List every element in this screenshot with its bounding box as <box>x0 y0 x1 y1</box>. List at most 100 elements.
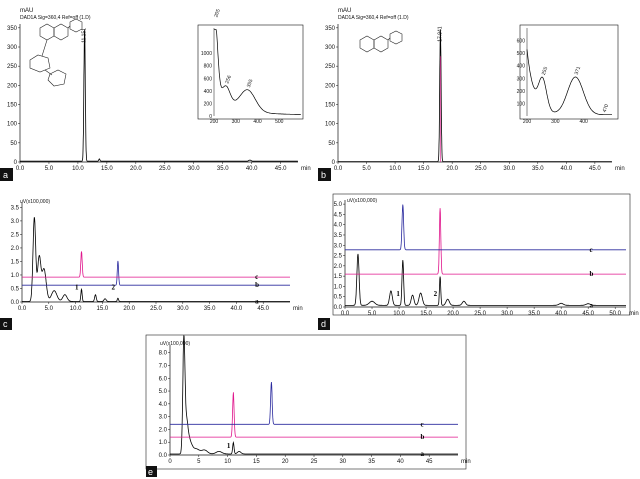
x-tick-label-a-7: 35.0 <box>217 166 229 172</box>
x-tick-label-e-2: 10 <box>224 459 231 465</box>
y-tick-label-e-0: 0.0 <box>159 453 168 459</box>
x-tick-label-c-7: 35.0 <box>204 306 216 312</box>
series-label-c-b: b <box>255 281 259 289</box>
panel-b: mAU DAD1A Sig=360,4 Ref=off (1.D) 0.0 5.0… <box>318 8 625 181</box>
unit-label-b: mAU <box>338 8 351 14</box>
x-tick-label-a-5: 25.0 <box>159 166 171 172</box>
trace-c-a <box>22 217 290 302</box>
inset-y-tick-label-a-1: 200 <box>204 101 213 107</box>
y-tick-label-e-7: 7.0 <box>159 363 168 369</box>
inset-x-tick-label-a-1: 300 <box>232 119 241 125</box>
y-tick-label-d-9: 4.5 <box>334 212 343 218</box>
series-label-e-c: c <box>421 420 424 428</box>
x-tick-label-d-8: 40.0 <box>555 311 567 317</box>
chemical-structure-a <box>29 18 83 87</box>
inset-x-tick-label-a-3: 500 <box>275 119 284 125</box>
x-tick-label-d-3: 15.0 <box>420 311 432 317</box>
y-tick-label-c-5: 2.5 <box>11 232 20 238</box>
y-tick-label-c-0: 0.0 <box>11 300 20 306</box>
y-tick-label-d-6: 3.0 <box>334 243 343 249</box>
y-tick-label-d-2: 1.0 <box>334 284 343 290</box>
inset-y-tick-label-b-5: 600 <box>517 39 526 45</box>
x-tick-label-a-3: 15.0 <box>101 166 113 172</box>
inset-x-tick-label-b-2: 400 <box>579 119 588 125</box>
x-tick-label-e-5: 25 <box>311 459 318 465</box>
x-tick-label-d-0: 0.0 <box>341 311 350 317</box>
panel-frame-d <box>332 193 631 316</box>
y-tick-label-a-7: 350 <box>7 26 18 32</box>
chromatogram-c: 0.0 5.0 10.0 15.0 20.0 25.0 30.0 35.0 40.0 45.0 mi… <box>11 202 303 312</box>
y-tick-label-c-4: 2.0 <box>11 246 20 252</box>
x-tick-label-d-2: 10.0 <box>393 311 405 317</box>
x-tick-label-a-6: 30.0 <box>188 166 200 172</box>
x-tick-label-b-1: 5.0 <box>362 166 371 172</box>
inset-spectrum-b <box>526 49 612 116</box>
y-tick-label-e-4: 4.0 <box>159 402 168 408</box>
trace-e-a <box>170 335 458 455</box>
x-tick-label-c-8: 40.0 <box>231 306 243 312</box>
x-tick-label-e-8: 40 <box>397 459 404 465</box>
unit-label-d: uV(x100,000) <box>347 198 377 204</box>
peak-number-d-1: 2 <box>434 290 438 298</box>
y-tick-label-a-2: 100 <box>7 122 18 128</box>
series-label-c-a: a <box>255 297 259 305</box>
x-tick-label-b-2: 10.0 <box>389 166 401 172</box>
panel-label-e: e <box>148 467 153 477</box>
y-tick-label-a-6: 300 <box>7 45 18 51</box>
channel-label-b: DAD1A Sig=360,4 Ref=off (1.D) <box>338 15 409 21</box>
trace-c-b <box>22 260 290 286</box>
x-tick-label-a-2: 10.0 <box>72 166 84 172</box>
trace-d-c <box>345 204 626 251</box>
y-tick-label-a-3: 150 <box>7 103 18 109</box>
inset-y-tick-label-a-3: 600 <box>204 76 213 82</box>
panel-c: uV(x100,000) 0.0 5.0 10.0 15.0 20.0 25.0 30.0 3… <box>0 199 303 330</box>
y-tick-label-a-0: 0 <box>14 160 18 166</box>
inset-y-tick-label-b-4: 500 <box>517 51 526 57</box>
x-tick-label-a-0: 0.0 <box>16 166 25 172</box>
trace-c-c <box>22 251 290 278</box>
y-tick-label-b-5: 250 <box>325 64 336 70</box>
x-tick-label-b-4: 20.0 <box>446 166 458 172</box>
inset-y-tick-label-a-4: 800 <box>204 64 213 70</box>
x-tick-label-b-8: 40.0 <box>560 166 572 172</box>
uv-spectrum-inset-b: 200 300 400 100 200 300 400 500 600 255 371 470 <box>517 28 612 125</box>
series-label-d-b: b <box>589 270 593 278</box>
x-axis-label-a: min <box>301 166 311 172</box>
x-tick-label-c-5: 25.0 <box>150 306 162 312</box>
x-tick-label-e-1: 5 <box>197 459 201 465</box>
series-label-e-b: b <box>421 433 425 441</box>
inset-y-tick-label-b-1: 200 <box>517 89 526 95</box>
peak-number-e-0: 1 <box>227 442 231 450</box>
inset-y-tick-label-b-2: 300 <box>517 76 526 82</box>
channel-label-a: DAD1A Sig=360,4 Ref=off (1.D) <box>20 15 91 21</box>
x-tick-label-b-3: 15.0 <box>418 166 430 172</box>
y-tick-label-e-2: 2.0 <box>159 427 168 433</box>
inset-y-tick-label-a-5: 1000 <box>201 51 212 57</box>
inset-y-tick-label-a-0: 0 <box>209 114 212 120</box>
y-tick-label-b-0: 0 <box>332 160 336 166</box>
series-label-d-c: c <box>589 246 592 254</box>
panel-frame-e <box>145 334 467 470</box>
x-tick-label-d-6: 30.0 <box>501 311 513 317</box>
x-tick-label-b-9: 45.0 <box>589 166 601 172</box>
x-tick-label-a-9: 45.0 <box>275 166 287 172</box>
chromatogram-a: 0.0 5.0 10.0 15.0 20.0 25.0 30.0 35.0 40.0 45.0 mi… <box>7 24 311 172</box>
chromatogram-b: 0.0 5.0 10.0 15.0 20.0 25.0 30.0 35.0 40.0 45.0 mi… <box>325 24 625 172</box>
panel-badge-e <box>146 466 157 477</box>
trace-e-c <box>170 382 458 425</box>
x-tick-label-c-2: 10.0 <box>70 306 82 312</box>
x-tick-label-a-1: 5.0 <box>45 166 54 172</box>
inset-y-tick-label-b-0: 100 <box>517 101 526 107</box>
y-tick-label-c-2: 1.0 <box>11 273 20 279</box>
panel-label-a: a <box>3 170 8 180</box>
chromatogram-d: 0.0 5.0 10.0 15.0 20.0 25.0 30.0 35.0 40.0 45.0 50… <box>334 200 639 317</box>
y-tick-label-d-0: 0.0 <box>334 305 343 311</box>
y-tick-label-a-4: 200 <box>7 83 18 89</box>
y-tick-label-c-7: 3.5 <box>11 205 20 211</box>
panel-e: uV(x100,000) 0 5 10 15 20 25 30 35 40 45 min 0.0 1.0… <box>145 334 471 477</box>
unit-label-c: uV(x100,000) <box>20 199 50 205</box>
y-tick-label-b-3: 150 <box>325 103 336 109</box>
peak-number-d-0: 1 <box>396 290 400 298</box>
x-tick-label-d-1: 5.0 <box>368 311 377 317</box>
